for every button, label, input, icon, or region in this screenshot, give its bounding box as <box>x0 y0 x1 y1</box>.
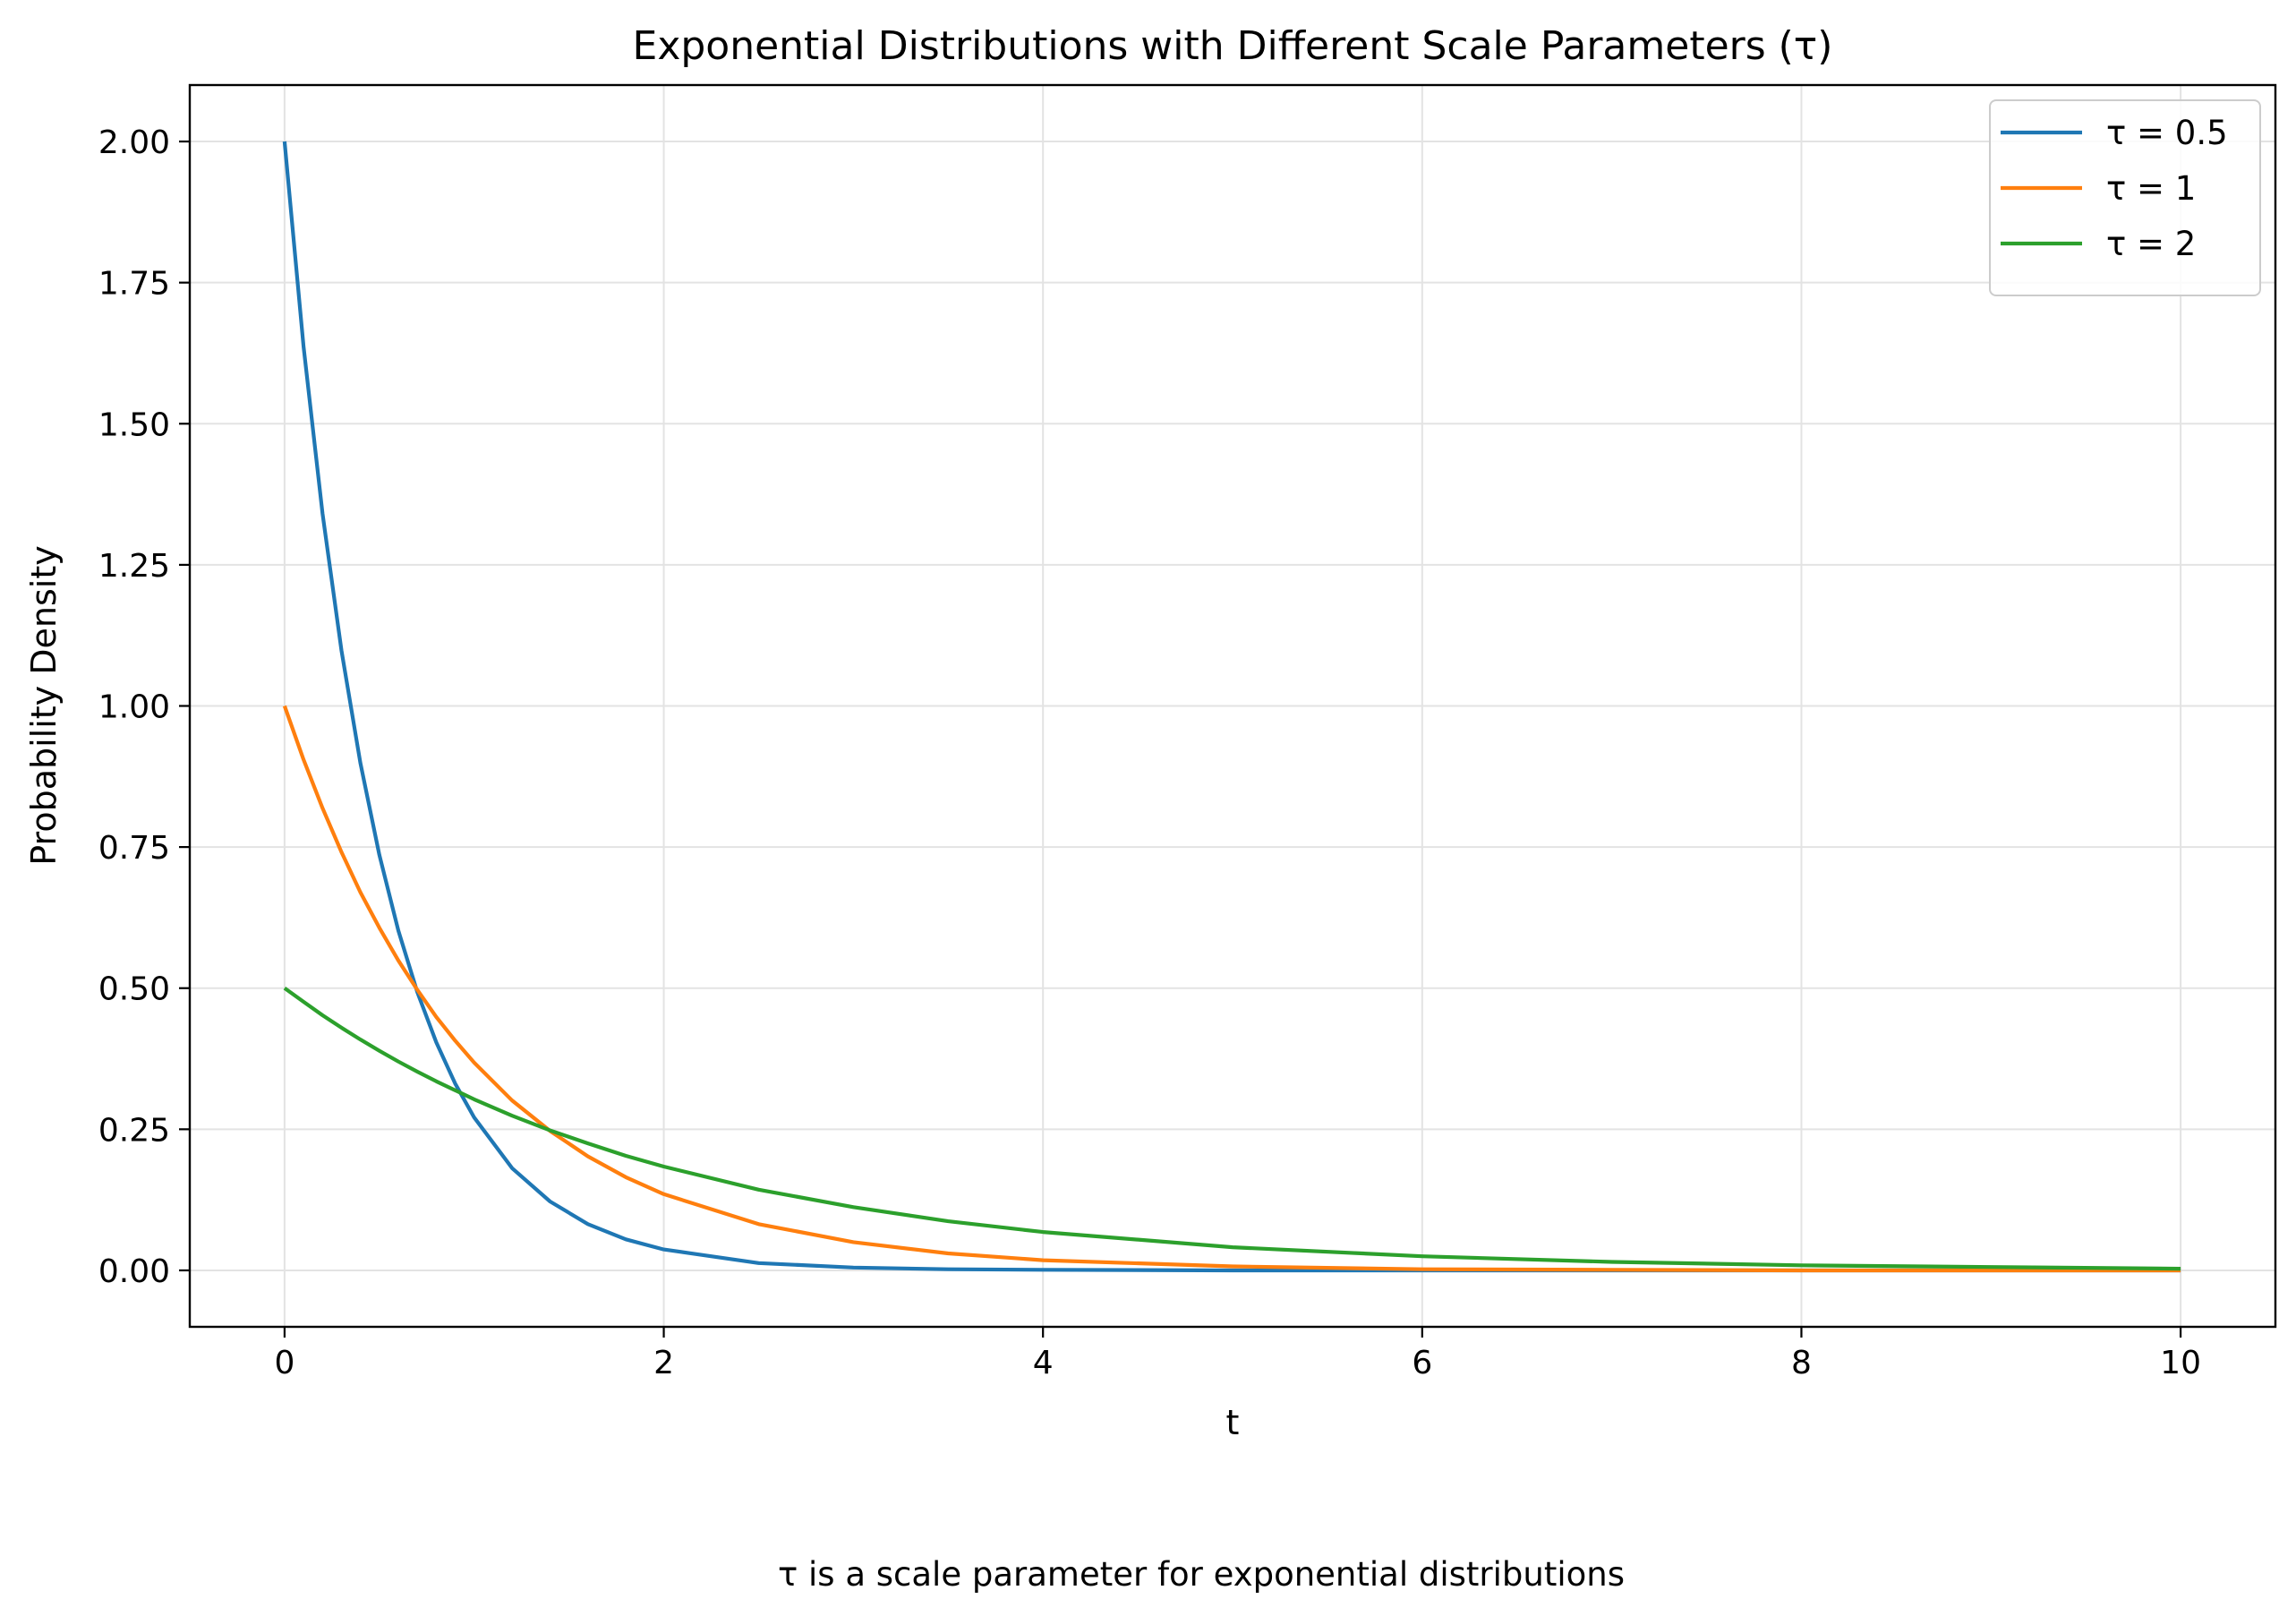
series-line-1 <box>282 705 2181 1273</box>
series-line-2 <box>283 986 2181 1271</box>
x-tick-label-3: 6 <box>1412 1345 1432 1381</box>
y-tick-label-1: 0.25 <box>98 1112 170 1149</box>
legend-label-2: τ = 2 <box>2106 225 2196 263</box>
legend-label-0: τ = 0.5 <box>2106 114 2228 152</box>
x-axis: 0 2 4 6 8 10 <box>274 1327 2201 1381</box>
y-tick-label-5: 1.25 <box>98 548 170 585</box>
series-lines <box>282 141 2181 1273</box>
y-tick-label-8: 2.00 <box>98 124 170 161</box>
x-tick-label-1: 2 <box>653 1345 674 1381</box>
y-tick-label-2: 0.50 <box>98 971 170 1008</box>
x-tick-label-2: 4 <box>1033 1345 1054 1381</box>
y-tick-label-7: 1.75 <box>98 266 170 303</box>
y-tick-label-4: 1.00 <box>98 689 170 726</box>
y-tick-label-3: 0.75 <box>98 830 170 867</box>
y-axis-label: Probability Density <box>24 545 64 865</box>
x-tick-label-5: 10 <box>2160 1345 2201 1381</box>
legend: τ = 0.5 τ = 1 τ = 2 <box>1989 99 2261 296</box>
legend-label-1: τ = 1 <box>2106 169 2196 208</box>
x-tick-label-4: 8 <box>1791 1345 1812 1381</box>
y-axis: 0.00 0.25 0.50 0.75 1.00 1.25 1.50 1.75 2.00 <box>98 124 190 1290</box>
y-tick-label-6: 1.50 <box>98 406 170 443</box>
x-axis-label: t <box>1226 1403 1240 1442</box>
y-tick-label-0: 0.00 <box>98 1253 170 1290</box>
x-tick-label-0: 0 <box>274 1345 294 1381</box>
chart-title: Exponential Distributions with Different… <box>633 23 1833 69</box>
chart-caption: τ is a scale parameter for exponential d… <box>778 1555 1625 1594</box>
legend-box <box>1989 99 2261 296</box>
